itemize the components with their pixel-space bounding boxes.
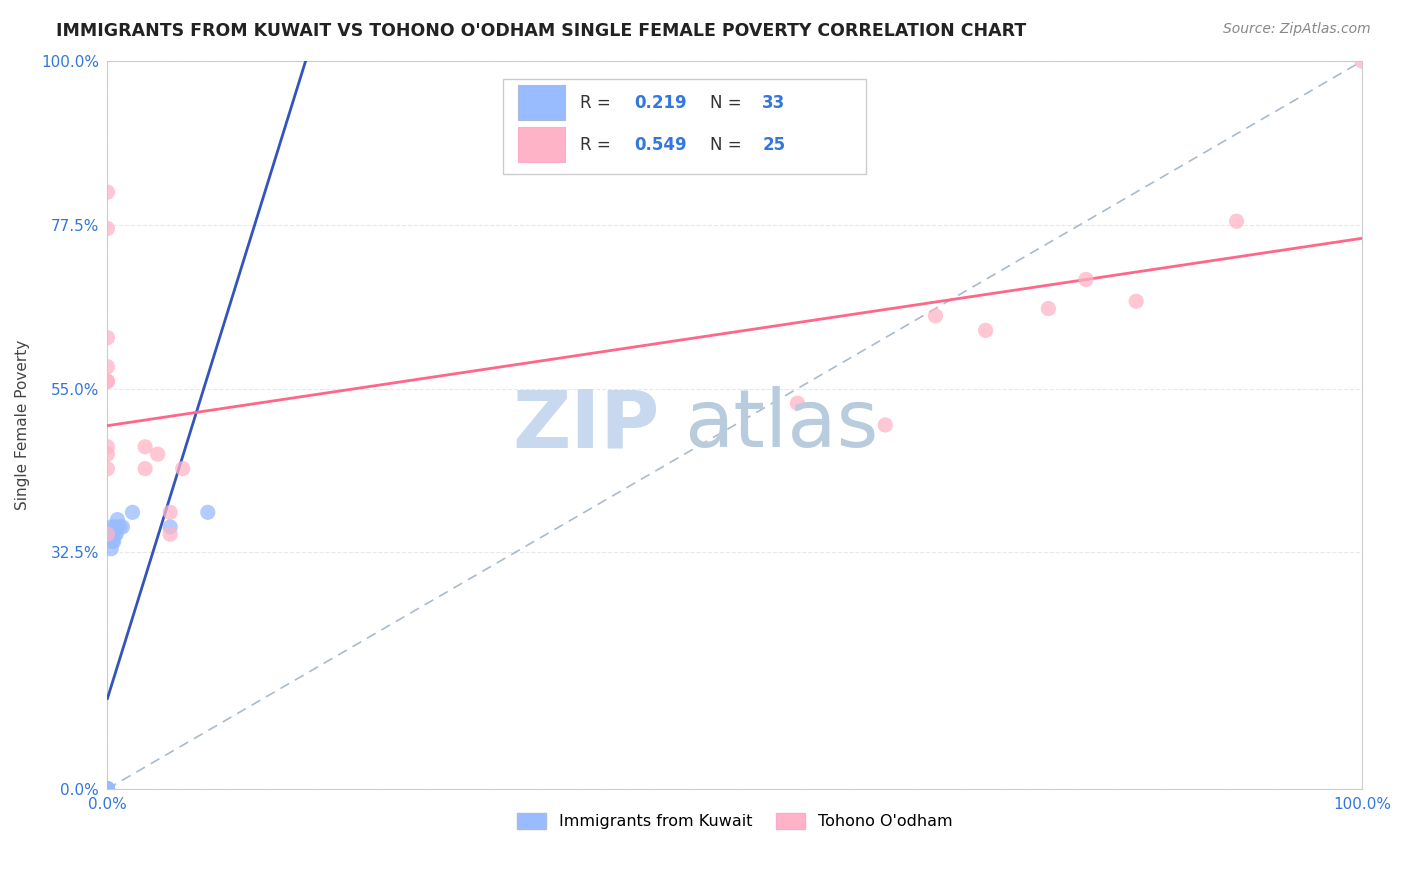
Point <box>96 781 118 796</box>
Point <box>146 447 169 461</box>
FancyBboxPatch shape <box>517 85 565 120</box>
Text: N =: N = <box>710 94 747 112</box>
Point <box>96 781 118 796</box>
Point <box>96 781 118 796</box>
Point <box>96 781 118 796</box>
Point <box>100 541 122 556</box>
Point <box>96 221 118 235</box>
Point <box>105 527 128 541</box>
Text: 25: 25 <box>762 136 786 153</box>
Point <box>96 359 118 374</box>
Point <box>103 534 125 549</box>
Point <box>100 520 122 534</box>
Point <box>96 781 118 796</box>
Point <box>96 781 118 796</box>
Point <box>1038 301 1060 316</box>
Point <box>96 781 118 796</box>
Point <box>96 375 118 389</box>
Point <box>104 527 127 541</box>
Text: N =: N = <box>710 136 747 153</box>
Point <box>786 396 808 410</box>
Point <box>107 513 129 527</box>
Point <box>134 461 156 475</box>
Point <box>1351 54 1374 69</box>
Point <box>1125 294 1147 309</box>
Point <box>96 375 118 389</box>
Text: ZIP: ZIP <box>512 386 659 464</box>
Point <box>96 781 118 796</box>
Point <box>104 520 127 534</box>
Text: R =: R = <box>581 94 616 112</box>
Point <box>1074 272 1097 286</box>
Text: Source: ZipAtlas.com: Source: ZipAtlas.com <box>1223 22 1371 37</box>
Point <box>159 520 181 534</box>
FancyBboxPatch shape <box>517 128 565 162</box>
Point <box>96 185 118 199</box>
Point <box>96 440 118 454</box>
Point <box>96 781 118 796</box>
Point <box>96 781 118 796</box>
Point <box>101 534 124 549</box>
Point <box>96 781 118 796</box>
Text: 33: 33 <box>762 94 786 112</box>
Point <box>134 440 156 454</box>
Point <box>111 520 134 534</box>
Point <box>96 331 118 345</box>
Point <box>159 527 181 541</box>
Point <box>96 527 118 541</box>
Point <box>107 520 129 534</box>
Legend: Immigrants from Kuwait, Tohono O'odham: Immigrants from Kuwait, Tohono O'odham <box>510 806 959 836</box>
Point <box>100 527 122 541</box>
Point <box>96 781 118 796</box>
Point <box>159 505 181 519</box>
Point <box>96 781 118 796</box>
Text: 0.549: 0.549 <box>634 136 688 153</box>
Point <box>96 461 118 475</box>
Point <box>924 309 946 323</box>
FancyBboxPatch shape <box>502 79 866 174</box>
Text: atlas: atlas <box>685 386 879 464</box>
Text: IMMIGRANTS FROM KUWAIT VS TOHONO O'ODHAM SINGLE FEMALE POVERTY CORRELATION CHART: IMMIGRANTS FROM KUWAIT VS TOHONO O'ODHAM… <box>56 22 1026 40</box>
Point <box>96 781 118 796</box>
Point <box>197 505 219 519</box>
Point <box>96 447 118 461</box>
Point <box>96 781 118 796</box>
Point <box>172 461 194 475</box>
Y-axis label: Single Female Poverty: Single Female Poverty <box>15 340 30 510</box>
Point <box>875 417 897 432</box>
Point <box>974 323 997 337</box>
Point <box>1225 214 1247 228</box>
Point <box>96 781 118 796</box>
Point <box>121 505 143 519</box>
Text: 0.219: 0.219 <box>634 94 688 112</box>
Point <box>96 781 118 796</box>
Text: R =: R = <box>581 136 616 153</box>
Point <box>96 781 118 796</box>
Point <box>108 520 131 534</box>
